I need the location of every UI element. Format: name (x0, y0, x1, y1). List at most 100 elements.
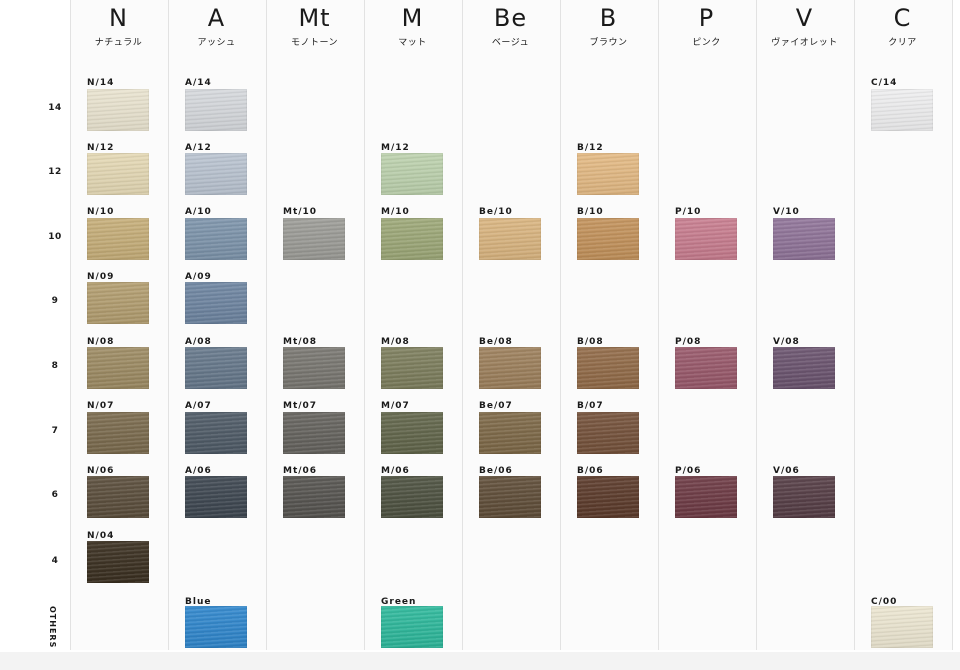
swatch-label: B/08 (577, 337, 604, 347)
color-swatch[interactable] (577, 153, 639, 195)
swatch-label: V/10 (773, 207, 800, 217)
color-swatch[interactable] (87, 218, 149, 260)
swatch-label: P/10 (675, 207, 702, 217)
swatch-label: A/12 (185, 143, 212, 153)
level-label: 10 (48, 232, 62, 242)
color-swatch[interactable] (773, 476, 835, 518)
color-swatch[interactable] (381, 412, 443, 454)
series-code: C (893, 4, 912, 32)
level-label: 7 (51, 426, 59, 436)
swatch-label: A/08 (185, 337, 212, 347)
swatch-label: P/06 (675, 466, 702, 476)
color-swatch[interactable] (675, 347, 737, 389)
color-swatch[interactable] (185, 89, 247, 131)
swatch-label: M/07 (381, 401, 410, 411)
level-label: 12 (48, 167, 62, 177)
color-swatch[interactable] (381, 606, 443, 648)
level-label: 6 (51, 490, 59, 500)
color-swatch[interactable] (675, 476, 737, 518)
swatch-label: Green (381, 597, 417, 607)
color-swatch[interactable] (773, 218, 835, 260)
series-name: マット (398, 38, 427, 48)
level-label: 14 (48, 103, 62, 113)
series-column (462, 0, 560, 650)
color-swatch[interactable] (185, 347, 247, 389)
swatch-label: M/10 (381, 207, 410, 217)
swatch-label: B/10 (577, 207, 604, 217)
series-name: モノトーン (290, 38, 339, 48)
swatch-label: Be/10 (479, 207, 513, 217)
swatch-label: N/06 (87, 466, 115, 476)
series-name: ナチュラル (94, 38, 143, 48)
color-swatch[interactable] (87, 282, 149, 324)
swatch-label: Mt/06 (283, 466, 318, 476)
color-swatch[interactable] (381, 153, 443, 195)
series-code: Be (493, 4, 528, 32)
color-swatch[interactable] (185, 412, 247, 454)
color-swatch[interactable] (87, 541, 149, 583)
series-name: ベージュ (491, 38, 530, 48)
color-swatch[interactable] (87, 89, 149, 131)
swatch-label: A/07 (185, 401, 212, 411)
level-label: 9 (51, 296, 59, 306)
color-swatch[interactable] (283, 476, 345, 518)
series-code: V (795, 4, 814, 32)
color-swatch[interactable] (871, 606, 933, 648)
series-column (364, 0, 462, 650)
swatch-label: N/07 (87, 401, 115, 411)
color-swatch[interactable] (283, 412, 345, 454)
series-code: A (207, 4, 226, 32)
swatch-label: A/06 (185, 466, 212, 476)
swatch-label: A/10 (185, 207, 212, 217)
series-code: N (109, 4, 128, 32)
series-column (756, 0, 854, 650)
series-code: M (401, 4, 424, 32)
swatch-label: Blue (185, 597, 212, 607)
color-swatch[interactable] (283, 218, 345, 260)
swatch-label: N/08 (87, 337, 115, 347)
color-swatch[interactable] (185, 153, 247, 195)
swatch-label: Be/07 (479, 401, 513, 411)
swatch-label: V/08 (773, 337, 800, 347)
color-swatch[interactable] (87, 476, 149, 518)
swatch-label: N/04 (87, 531, 115, 541)
color-swatch[interactable] (577, 347, 639, 389)
swatch-label: N/14 (87, 78, 115, 88)
swatch-label: C/00 (871, 597, 898, 607)
color-swatch[interactable] (185, 218, 247, 260)
series-name: ピンク (692, 38, 721, 48)
color-swatch[interactable] (185, 476, 247, 518)
color-swatch[interactable] (871, 89, 933, 131)
color-swatch[interactable] (773, 347, 835, 389)
color-swatch[interactable] (185, 282, 247, 324)
swatch-label: Mt/07 (283, 401, 318, 411)
series-name: クリア (888, 38, 917, 48)
series-name: ヴァイオレット (771, 38, 838, 48)
color-swatch[interactable] (381, 218, 443, 260)
swatch-label: A/09 (185, 272, 212, 282)
swatch-label: N/12 (87, 143, 115, 153)
color-swatch[interactable] (577, 476, 639, 518)
color-swatch[interactable] (479, 476, 541, 518)
series-name: アッシュ (197, 38, 236, 48)
color-swatch[interactable] (381, 347, 443, 389)
color-swatch[interactable] (479, 218, 541, 260)
color-swatch[interactable] (675, 218, 737, 260)
color-swatch[interactable] (381, 476, 443, 518)
series-code: P (698, 4, 715, 32)
color-swatch[interactable] (479, 347, 541, 389)
color-swatch[interactable] (87, 412, 149, 454)
color-swatch[interactable] (577, 412, 639, 454)
level-label: 8 (51, 361, 59, 371)
color-swatch[interactable] (479, 412, 541, 454)
level-label: OTHERS (48, 606, 57, 649)
swatch-label: A/14 (185, 78, 212, 88)
swatch-label: Mt/08 (283, 337, 318, 347)
color-swatch[interactable] (283, 347, 345, 389)
bottom-band (0, 652, 960, 670)
color-swatch[interactable] (87, 153, 149, 195)
color-swatch[interactable] (87, 347, 149, 389)
color-swatch[interactable] (185, 606, 247, 648)
swatch-label: Be/06 (479, 466, 513, 476)
color-swatch[interactable] (577, 218, 639, 260)
